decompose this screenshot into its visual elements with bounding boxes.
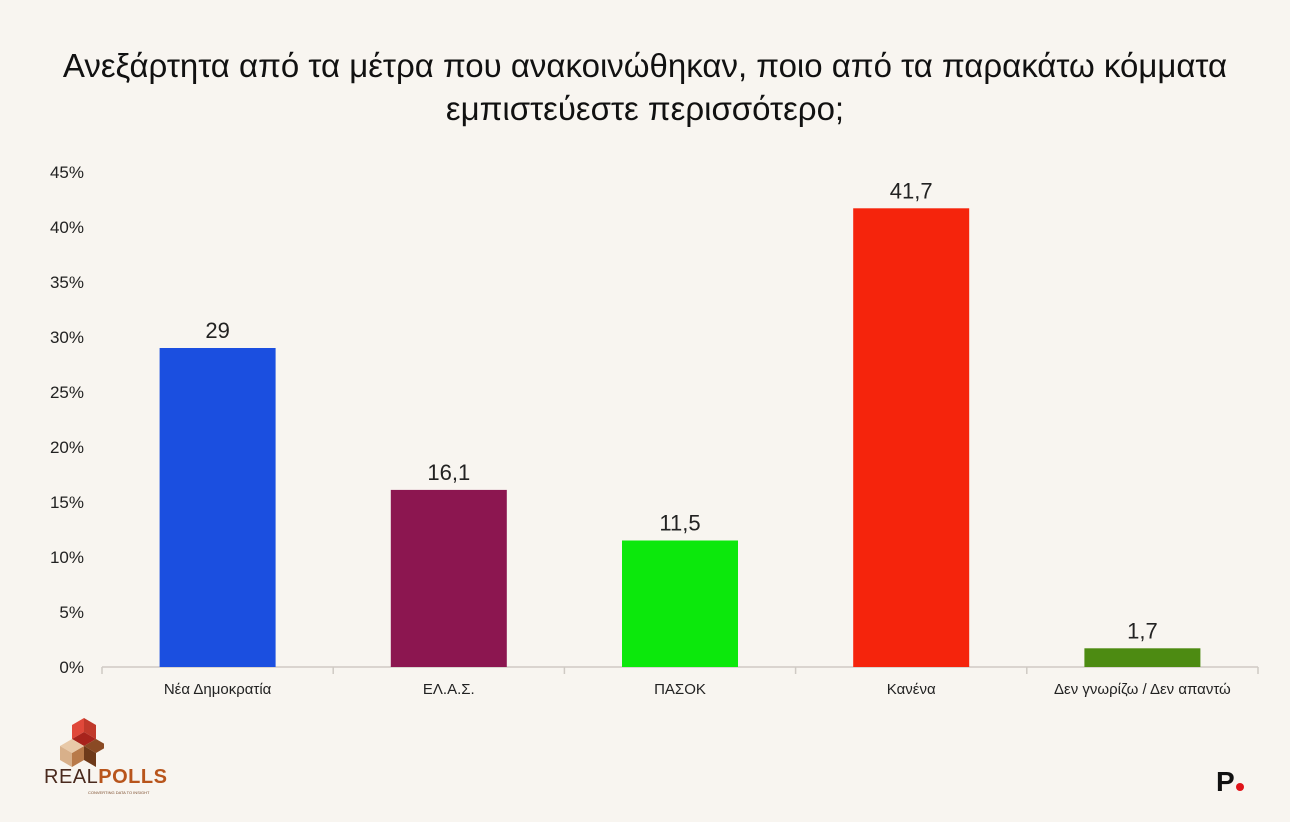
title-line-2: εμπιστεύεστε περισσότερο;	[445, 90, 845, 127]
data-label: 29	[205, 318, 229, 343]
y-tick-label: 20%	[50, 438, 84, 457]
x-tick-label: Νέα Δημοκρατία	[164, 681, 272, 698]
y-tick-label: 0%	[59, 658, 84, 677]
y-tick-label: 45%	[50, 163, 84, 182]
y-tick-label: 15%	[50, 493, 84, 512]
data-label: 16,1	[427, 460, 470, 485]
bar	[159, 348, 276, 667]
y-tick-label: 10%	[50, 548, 84, 567]
y-tick-label: 5%	[59, 603, 84, 622]
brand-tagline: CONVERTING DATA TO INSIGHT	[88, 790, 150, 795]
red-dot-icon	[1235, 783, 1244, 791]
y-tick-label: 25%	[50, 383, 84, 402]
bar	[390, 489, 507, 667]
bar	[853, 208, 970, 668]
bar	[622, 540, 738, 667]
data-label: 1,7	[1127, 618, 1158, 643]
y-tick-label: 30%	[50, 328, 84, 347]
x-tick-label: ΠΑΣΟΚ	[654, 681, 706, 698]
chart-title: Ανεξάρτητα από τα μέτρα που ανακοινώθηκα…	[0, 44, 1290, 130]
title-line-1: Ανεξάρτητα από τα μέτρα που ανακοινώθηκα…	[62, 47, 1228, 84]
brand-part-1: REAL	[44, 766, 99, 788]
realpolls-logo: REALPOLLS CONVERTING DATA TO INSIGHT	[44, 718, 167, 798]
bar	[1084, 648, 1201, 667]
x-tick-label: ΕΛ.Α.Σ.	[423, 681, 475, 698]
realpolls-wordmark: REALPOLLS	[44, 766, 167, 789]
y-tick-label: 35%	[50, 273, 84, 292]
y-tick-label: 40%	[50, 218, 84, 237]
brand-part-2: POLLS	[98, 766, 168, 788]
publisher-mark: P	[1216, 766, 1235, 797]
data-label: 11,5	[659, 511, 700, 536]
publisher-logo: P	[1216, 766, 1244, 798]
x-tick-label: Δεν γνωρίζω / Δεν απαντώ	[1054, 681, 1231, 698]
data-label: 41,7	[890, 178, 933, 203]
cube-logo-icon	[60, 718, 108, 767]
x-tick-label: Κανένα	[887, 681, 936, 698]
